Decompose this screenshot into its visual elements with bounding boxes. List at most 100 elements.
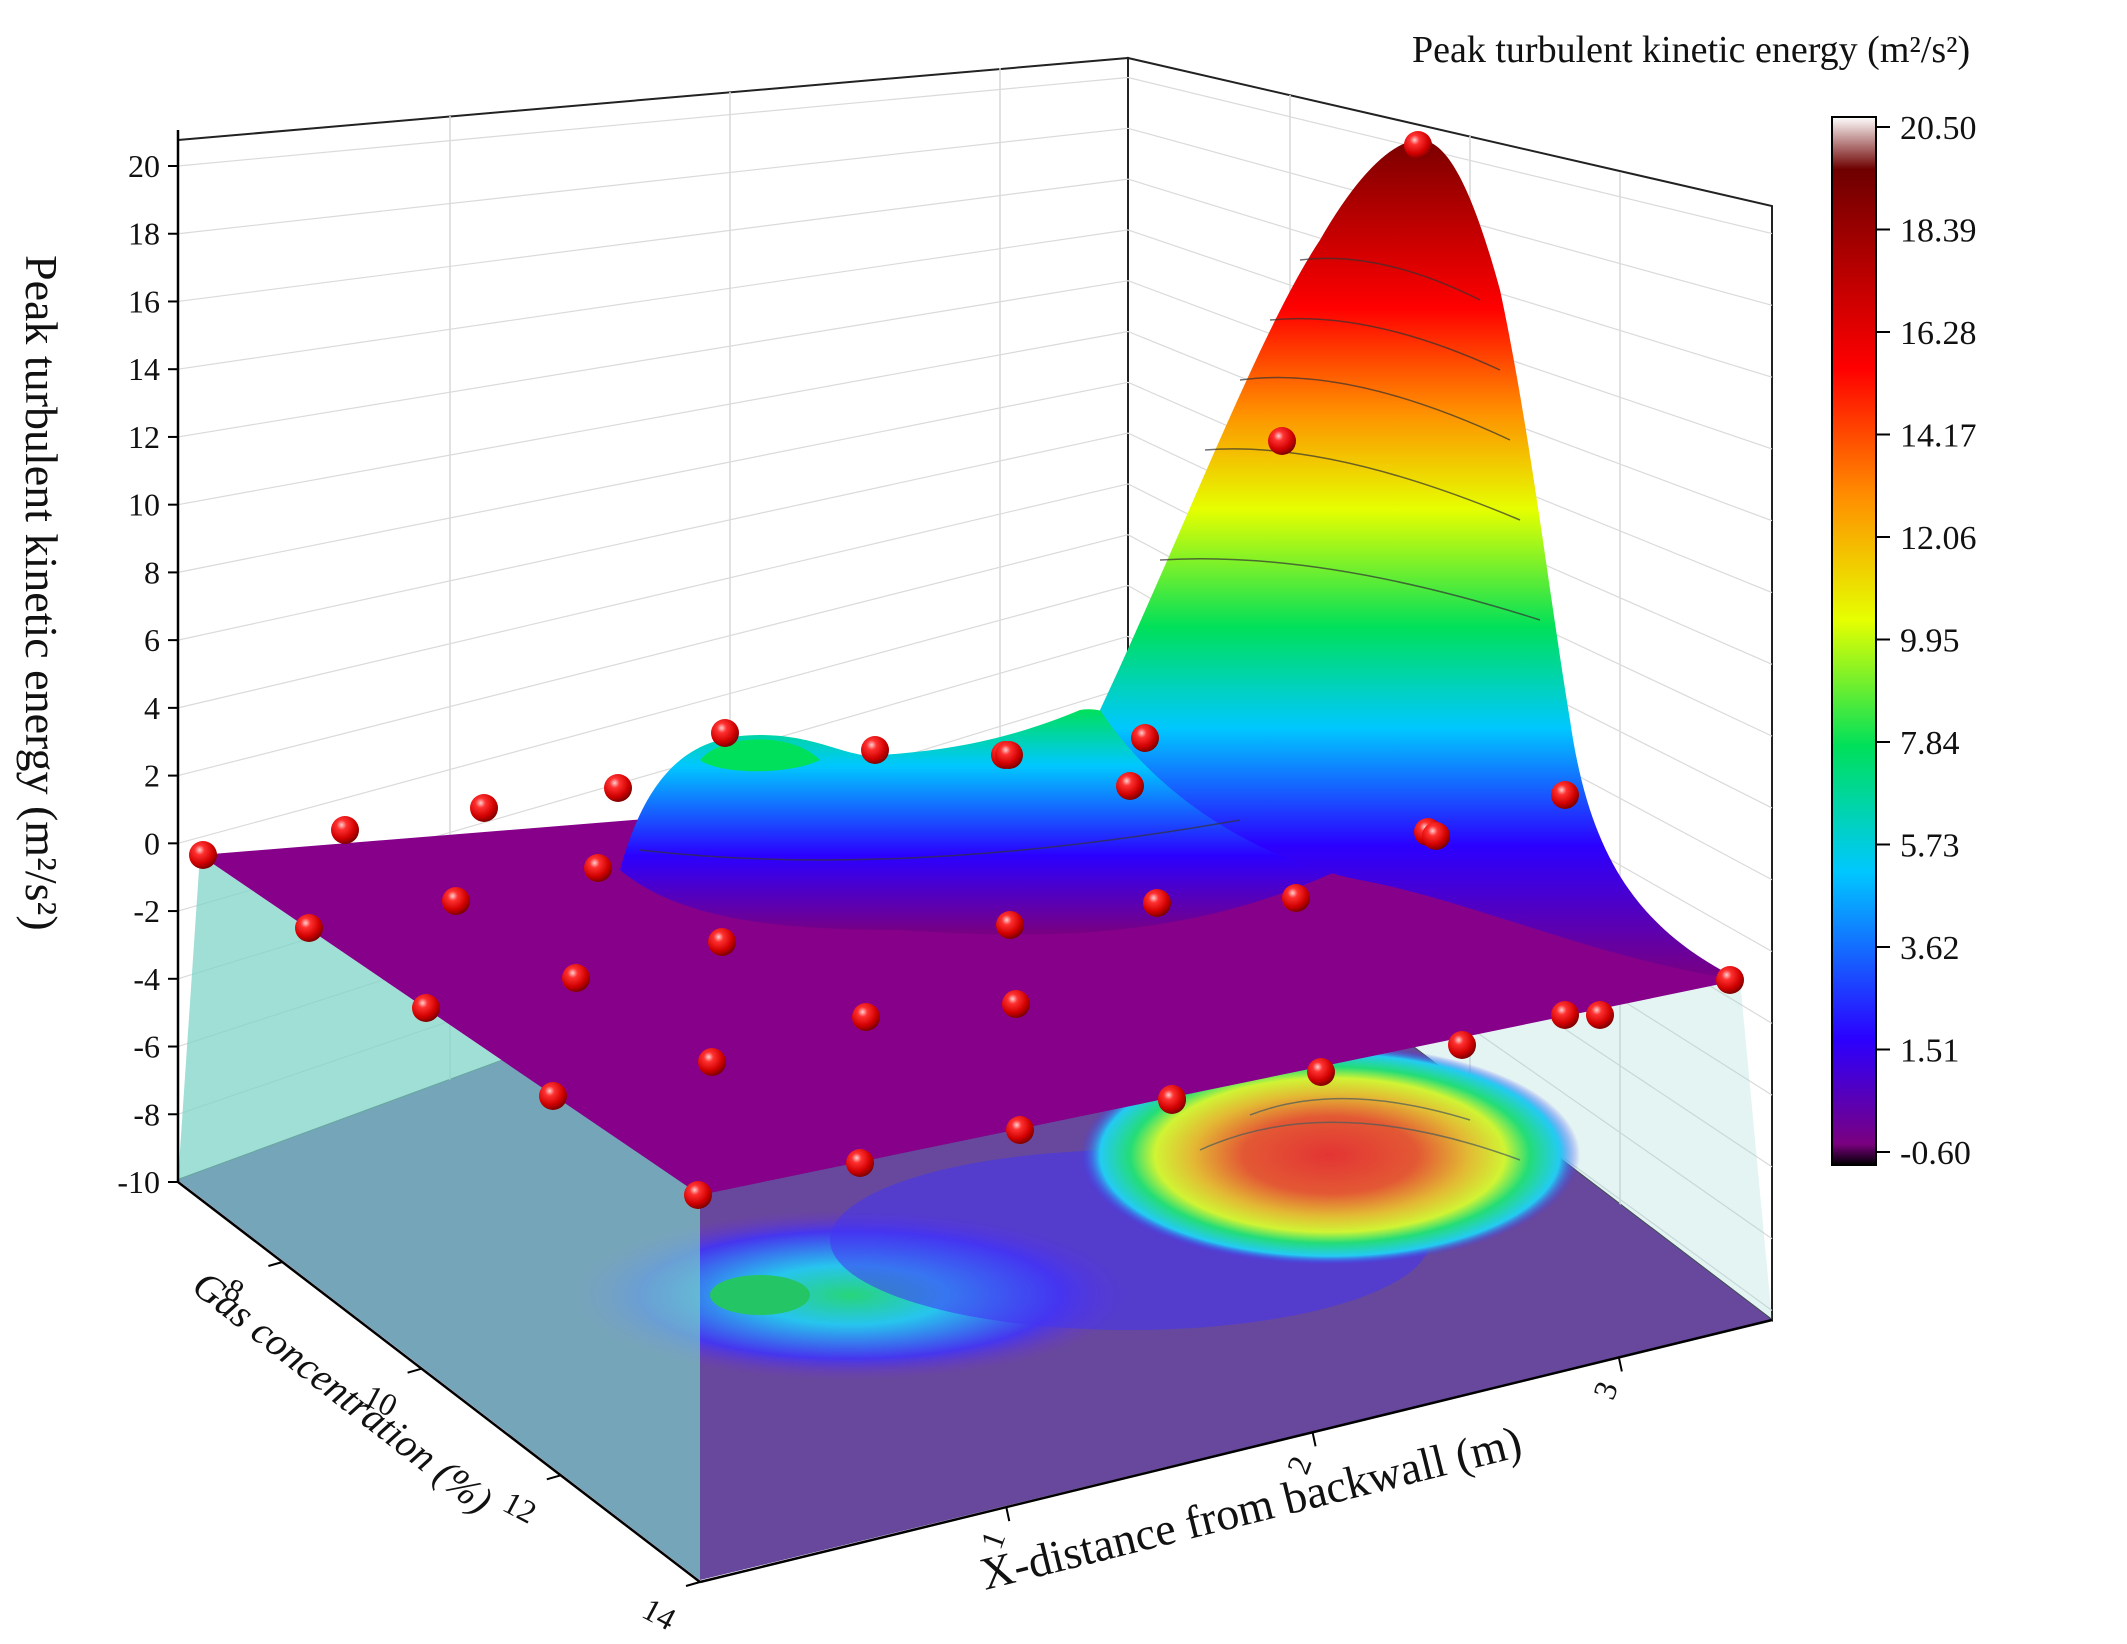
z-gridline xyxy=(177,127,1129,235)
z-gridline xyxy=(177,76,1129,167)
z-tick-label: 6 xyxy=(144,622,160,658)
colorbar xyxy=(1831,116,1877,1166)
data-marker xyxy=(708,928,736,956)
surface-flat-plane xyxy=(200,780,1740,1195)
y-axis-line xyxy=(177,1181,701,1583)
contour-lines xyxy=(639,257,1541,1161)
surface-peak xyxy=(1100,140,1740,980)
data-marker xyxy=(604,774,632,802)
x-tick-mark xyxy=(1311,1432,1317,1447)
x-axis-line xyxy=(699,1318,1773,1584)
colorbar-tick-label: 9.95 xyxy=(1900,623,1960,660)
data-marker xyxy=(1307,1058,1335,1086)
floor-hot-region xyxy=(1080,1045,1580,1265)
y-tick-mark xyxy=(407,1367,422,1374)
data-marker xyxy=(1404,131,1432,159)
colorbar-tick-label: 3.62 xyxy=(1900,930,1960,967)
z-tick-label: -6 xyxy=(133,1029,160,1065)
colorbar-tick-label: 14.17 xyxy=(1900,418,1977,455)
data-marker xyxy=(189,841,217,869)
colorbar-tick-label: -0.60 xyxy=(1900,1135,1971,1172)
z-gridline xyxy=(177,229,1129,370)
z-tick-label: 8 xyxy=(144,554,160,590)
x-tick-mark xyxy=(1005,1506,1011,1522)
data-marker xyxy=(1448,1031,1476,1059)
data-marker xyxy=(1131,724,1159,752)
colorbar-tick-label: 5.73 xyxy=(1900,828,1960,865)
z-tick-label: 20 xyxy=(128,148,160,184)
data-marker xyxy=(1158,1086,1186,1114)
data-marker xyxy=(1716,966,1744,994)
z-tick-label: -8 xyxy=(133,1096,160,1132)
y-tick-mark xyxy=(685,1581,701,1587)
data-marker xyxy=(1002,990,1030,1018)
z-gridline xyxy=(177,280,1129,438)
data-marker xyxy=(1586,1001,1614,1029)
z-tick-label: -2 xyxy=(133,893,160,929)
data-marker xyxy=(562,964,590,992)
data-marker xyxy=(1551,781,1579,809)
z-gridline xyxy=(177,534,1129,777)
colorbar-tick-label: 7.84 xyxy=(1900,725,1960,762)
z-tick-label: 10 xyxy=(128,487,160,523)
colorbar-ticks: 20.50 18.39 16.28 14.17 12.06 9.95 7.84 5.73 3.6… xyxy=(1876,110,1977,1172)
z-tick-label: 18 xyxy=(128,216,160,252)
z-axis-title: Peak turbulent kinetic energy (m²/s²) xyxy=(16,255,67,931)
z-tick-label: 16 xyxy=(128,283,160,319)
x-tick-label: 3 xyxy=(1586,1376,1625,1403)
data-marker xyxy=(1143,889,1171,917)
y-tick-label: 12 xyxy=(498,1484,543,1531)
data-marker xyxy=(442,887,470,915)
z-gridline xyxy=(177,584,1129,844)
y-tick-mark xyxy=(546,1474,562,1481)
z-tick-label: 2 xyxy=(144,758,160,794)
z-gridline xyxy=(1127,76,1773,235)
colorbar-title: Peak turbulent kinetic energy (m²/s²) xyxy=(1412,29,1970,71)
data-marker xyxy=(852,1003,880,1031)
z-tick-label: 0 xyxy=(144,825,160,861)
right-side-face xyxy=(700,980,1772,1580)
data-marker xyxy=(1116,772,1144,800)
colorbar-tick-label: 20.50 xyxy=(1900,110,1977,147)
z-gridline xyxy=(177,330,1129,506)
data-marker xyxy=(1006,1116,1034,1144)
z-gridline xyxy=(177,178,1129,303)
data-marker xyxy=(684,1181,712,1209)
data-marker xyxy=(584,854,612,882)
data-marker xyxy=(1282,884,1310,912)
z-tick-label: -10 xyxy=(117,1164,160,1200)
data-marker xyxy=(412,994,440,1022)
z-gridline xyxy=(177,381,1129,573)
data-markers xyxy=(189,131,1744,1209)
z-tick-label: 4 xyxy=(144,690,160,726)
data-marker xyxy=(1551,1001,1579,1029)
ridge-green-bump xyxy=(700,739,820,772)
data-marker xyxy=(711,719,739,747)
z-tick-label: -4 xyxy=(133,961,160,997)
y-tick-label: 14 xyxy=(637,1590,682,1637)
floor-green-spot xyxy=(710,1275,810,1315)
data-marker xyxy=(846,1149,874,1177)
colorbar-tick-label: 1.51 xyxy=(1900,1033,1960,1070)
data-marker xyxy=(1422,822,1450,850)
z-tick-label: 12 xyxy=(128,419,160,455)
data-marker xyxy=(470,794,498,822)
z-tick-label: 14 xyxy=(128,351,160,387)
data-marker xyxy=(995,741,1023,769)
y-tick-mark xyxy=(268,1261,283,1267)
colorbar-tick-label: 18.39 xyxy=(1900,213,1977,250)
data-marker xyxy=(295,914,323,942)
data-marker xyxy=(996,911,1024,939)
colorbar-tick-label: 16.28 xyxy=(1900,315,1977,352)
data-marker xyxy=(861,736,889,764)
z-axis-ticks: -10 -8 -6 -4 -2 0 2 4 6 8 10 12 14 16 18 20 xyxy=(117,148,178,1200)
left-side-face xyxy=(178,855,700,1580)
colorbar-tick-label: 12.06 xyxy=(1900,520,1977,557)
x-tick-mark xyxy=(1617,1357,1623,1372)
data-marker xyxy=(331,816,359,844)
data-marker xyxy=(698,1048,726,1076)
z-gridline xyxy=(177,432,1129,641)
data-marker xyxy=(539,1082,567,1110)
data-marker xyxy=(1268,427,1296,455)
